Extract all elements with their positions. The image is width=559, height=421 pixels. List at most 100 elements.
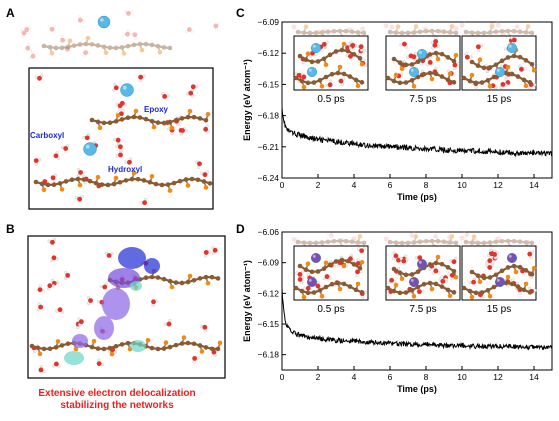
hydrogen-atom (384, 240, 389, 244)
carbon-atom (491, 74, 497, 80)
carbon-atom (403, 62, 409, 68)
inset-upper-layer (290, 232, 367, 251)
carbon-atom (47, 346, 53, 352)
oxygen-atom (459, 235, 465, 241)
hydrogen-atom (487, 24, 492, 29)
metal-ion (306, 277, 317, 288)
oxygen-atom (212, 247, 218, 253)
graphene-bond (73, 43, 81, 47)
carbon-atom (355, 30, 361, 35)
oxygen-atom (78, 319, 84, 325)
hydrogen-atom (340, 241, 345, 246)
hydrogen-atom (387, 235, 391, 240)
panel-a-structure: Epoxy Carboxyl Hydroxyl (19, 9, 221, 210)
carbon-atom (313, 240, 319, 246)
carbon-atom (125, 43, 131, 49)
x-tick-label: 2 (316, 180, 321, 190)
functional-atom (109, 351, 115, 357)
carbon-atom (499, 268, 505, 274)
oxygen-atom (500, 81, 506, 87)
hydrogen-atom (359, 23, 364, 28)
carbon-atom (155, 275, 161, 280)
hydrogen-atom (464, 236, 468, 240)
carbon-atom (463, 239, 469, 245)
carbon-atom (177, 178, 183, 184)
hydrogen-atom (82, 18, 86, 23)
graphene-bond (145, 43, 153, 47)
carbon-atom (315, 59, 321, 64)
oxygen-atom (321, 28, 327, 34)
carbon-atom (405, 30, 411, 36)
functional-bond (157, 45, 161, 53)
ion-highlight (312, 44, 316, 48)
carbon-atom (523, 30, 529, 35)
simulation-box (28, 67, 214, 210)
carbon-atom (529, 240, 535, 246)
oxygen-atom (305, 285, 311, 291)
metal-ion (408, 67, 419, 78)
carbon-atom (347, 284, 353, 289)
carbon-atom (451, 290, 457, 295)
y-tick-label: −6.21 (257, 142, 279, 152)
upper-layer (41, 35, 173, 56)
carbon-atom (441, 29, 447, 35)
carbon-atom (131, 42, 137, 48)
oxygen-atom (203, 250, 209, 255)
functional-atom (471, 234, 477, 239)
hydrogen-atom (387, 22, 391, 26)
oxygen-atom (301, 74, 307, 80)
oxygen-atom (354, 241, 360, 247)
hydrogen-atom (290, 235, 294, 239)
graphene-bond (103, 45, 111, 49)
carbon-atom (509, 71, 515, 77)
functional-atom (149, 174, 155, 179)
carbon-atom (417, 29, 423, 35)
carbon-atom (345, 48, 351, 54)
hydrogen-atom (498, 234, 502, 238)
functional-bond (525, 26, 529, 33)
functional-atom (525, 24, 531, 29)
functional-atom (359, 61, 365, 67)
oxygen-atom (389, 24, 395, 30)
carbon-atom (45, 182, 51, 188)
carbon-atom (155, 120, 161, 125)
functional-atom (393, 72, 399, 78)
electron-density (118, 247, 146, 269)
oxygen-atom (38, 304, 44, 310)
x-tick-label: 4 (352, 372, 357, 382)
functional-atom (305, 51, 311, 57)
graphene-bond (419, 240, 427, 243)
oxygen-atom (402, 41, 407, 47)
hydrogen-atom (463, 21, 467, 25)
carbon-atom (475, 240, 481, 246)
functional-bond (471, 236, 475, 243)
graphene-bond (67, 44, 75, 48)
carbon-atom (149, 345, 155, 351)
oxygen-atom (51, 255, 57, 261)
carbon-atom (295, 239, 301, 245)
carbon-atom (309, 269, 315, 275)
snapshot-2: 7.5 ps (381, 22, 461, 105)
hydrogen-atom (60, 35, 64, 39)
carbon-atom (161, 45, 167, 50)
hydrogen-atom (21, 34, 25, 38)
oxygen-atom (132, 32, 138, 38)
hydrogen-atom (461, 239, 465, 244)
carbon-atom (95, 119, 101, 125)
hydrogen-atom (47, 25, 51, 30)
functional-atom (413, 24, 419, 29)
carbon-atom (403, 80, 409, 85)
carbon-atom (421, 281, 427, 287)
carbon-atom (529, 271, 535, 277)
hydrogen-atom (27, 43, 31, 47)
carbon-atom (391, 288, 397, 294)
oxygen-atom (459, 22, 465, 28)
x-tick-label: 14 (529, 180, 539, 190)
functional-bond (67, 40, 71, 48)
panel-b-caption: Extensive electron delocalization stabil… (6, 388, 228, 412)
functional-atom (319, 83, 325, 89)
y-tick-label: −6.24 (257, 173, 279, 183)
metal-ion (408, 277, 419, 288)
x-tick-label: 12 (493, 372, 503, 382)
functional-atom (435, 56, 441, 62)
